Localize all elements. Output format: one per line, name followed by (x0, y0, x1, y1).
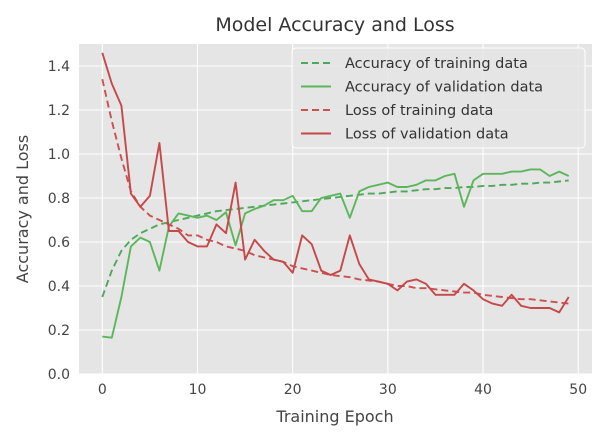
x-tick-label: 10 (189, 382, 207, 398)
x-axis-label: Training Epoch (275, 407, 393, 426)
x-tick-label: 0 (98, 382, 107, 398)
chart-title: Model Accuracy and Loss (215, 14, 454, 36)
series-line-loss-of-validation-data (101, 52, 570, 314)
grid-lines (79, 44, 592, 375)
y-tick-labels: 0.0 0.2 0.4 0.6 0.8 1.0 1.2 1.4 (48, 59, 70, 383)
x-tick-labels: 0 10 20 30 40 50 (98, 382, 587, 398)
legend-label: Accuracy of validation data (345, 80, 543, 96)
legend-label: Loss of validation data (345, 127, 509, 143)
y-tick-label: 0.0 (48, 367, 70, 383)
y-axis-label: Accuracy and Loss (13, 135, 32, 283)
y-tick-label: 0.6 (48, 235, 70, 251)
series-line-accuracy-of-training-data (101, 179, 569, 298)
y-tick-label: 1.4 (48, 59, 70, 75)
y-tick-label: 0.8 (48, 191, 70, 207)
y-tick-label: 0.4 (48, 279, 70, 295)
x-tick-label: 50 (569, 382, 587, 398)
legend-label: Loss of training data (345, 103, 493, 119)
x-tick-label: 20 (284, 382, 302, 398)
series-line-accuracy-of-validation-data (102, 168, 570, 339)
y-tick-label: 0.2 (48, 323, 70, 339)
legend-label: Accuracy of training data (345, 56, 528, 72)
legend-box (291, 47, 586, 149)
x-tick-label: 40 (474, 382, 492, 398)
legend: Accuracy of training data Accuracy of val… (291, 47, 586, 149)
y-tick-label: 1.0 (48, 147, 70, 163)
series-layer (101, 52, 570, 339)
series-line-loss-of-training-data (101, 78, 569, 305)
x-tick-label: 30 (379, 382, 397, 398)
y-tick-label: 1.2 (48, 103, 70, 119)
